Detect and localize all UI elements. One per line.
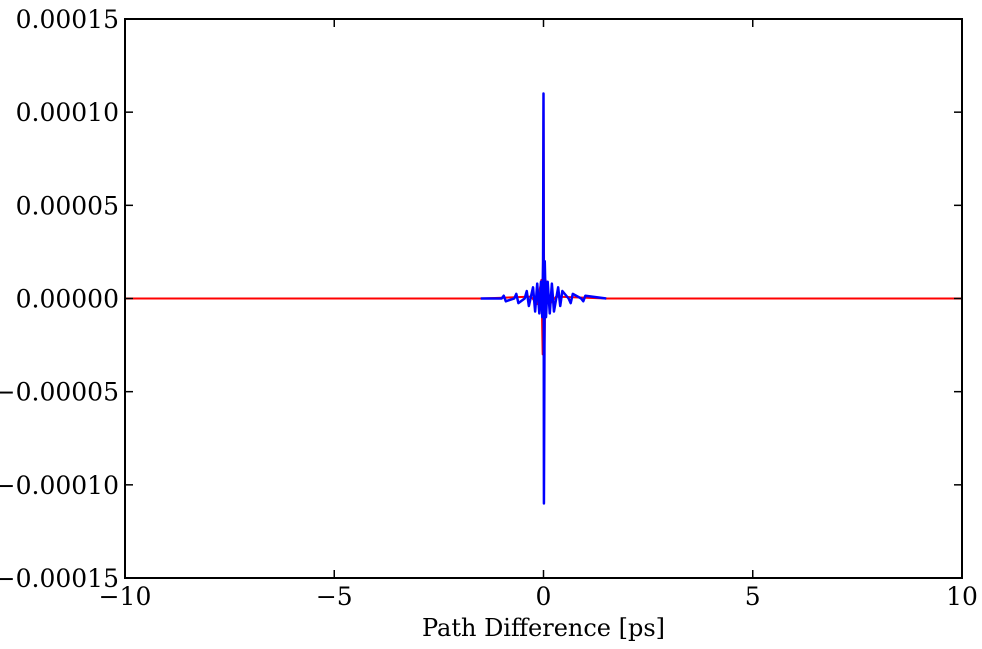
y-tick-label: −0.00010 <box>0 471 119 500</box>
y-tick-label: 0.00000 <box>16 285 119 314</box>
y-tick-label: 0.00005 <box>16 191 119 220</box>
plot-frame <box>124 18 963 579</box>
y-tick-label: −0.00015 <box>0 564 119 593</box>
x-tick-label: −5 <box>316 582 353 611</box>
series-line-2 <box>480 92 607 505</box>
labels-layer: −10 −5 0 5 10 −0.00015 −0.00010 −0.00005 0.00000… <box>0 5 978 611</box>
x-axis-title: Path Difference [ps] <box>422 614 665 642</box>
series-layer <box>125 92 962 505</box>
y-tick-label: −0.00005 <box>0 378 119 407</box>
x-tick-label: 10 <box>946 582 978 611</box>
y-tick-label: 0.00015 <box>16 5 119 34</box>
x-tick-label: −10 <box>99 582 152 611</box>
y-tick-label: 0.00010 <box>16 98 119 127</box>
x-tick-label: 5 <box>745 582 761 611</box>
x-tick-label: 0 <box>536 582 552 611</box>
